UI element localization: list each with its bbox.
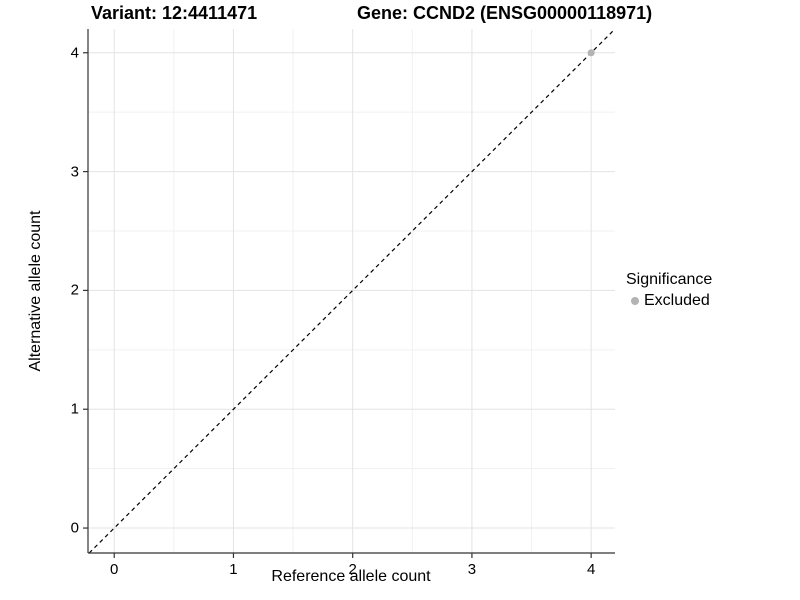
legend-item-label: Excluded xyxy=(644,292,710,309)
y-tick-label: 0 xyxy=(70,519,79,537)
x-tick-label: 1 xyxy=(229,561,238,578)
legend: Significance Excluded xyxy=(626,271,712,310)
x-tick-label: 3 xyxy=(467,561,477,578)
legend-item-excluded: Excluded xyxy=(626,292,712,310)
y-tick-label: 3 xyxy=(70,163,79,181)
x-tick-label: 0 xyxy=(110,561,119,578)
y-tick-label: 4 xyxy=(70,44,79,62)
plot-title-variant: Variant: 12:4411471 xyxy=(91,3,258,23)
x-tick-label: 4 xyxy=(586,561,596,578)
y-tick-label: 2 xyxy=(70,281,79,299)
legend-key-dot-icon xyxy=(631,297,639,305)
identity-dashed-line xyxy=(88,28,616,554)
x-axis-title: Reference allele count xyxy=(271,568,431,585)
y-tick-label: 1 xyxy=(70,400,79,418)
data-point xyxy=(587,49,595,57)
legend-title: Significance xyxy=(626,271,713,288)
x-tick-label: 2 xyxy=(348,561,357,578)
plot-title-gene: Gene: CCND2 (ENSG00000118971) xyxy=(357,3,653,23)
